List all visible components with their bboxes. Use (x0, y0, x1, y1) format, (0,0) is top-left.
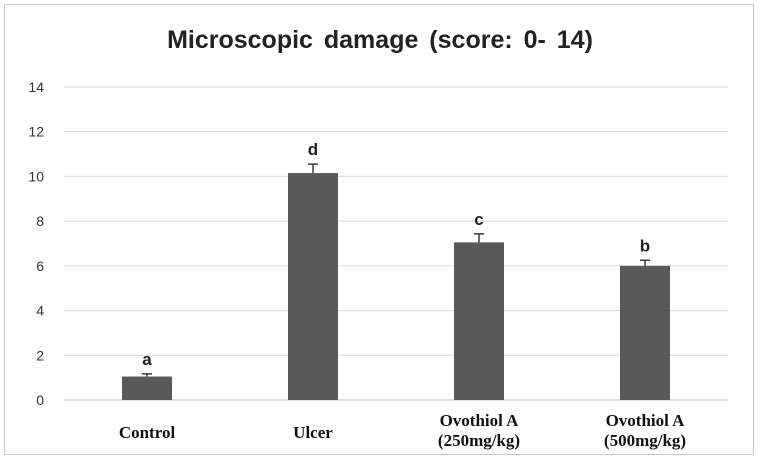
bars (122, 163, 670, 400)
y-tick-label: 14 (28, 79, 44, 95)
y-tick-label: 6 (36, 258, 44, 274)
bar (122, 376, 172, 400)
category-label: Ovothiol A (250mg/kg) (438, 411, 520, 450)
chart-title: Microscopic damage (score: 0- 14) (167, 26, 593, 54)
category-label: Ovothiol A (500mg/kg) (604, 411, 686, 450)
y-axis-ticks: 0 2 4 6 8 10 12 14 (28, 79, 44, 408)
bar (288, 173, 338, 400)
y-tick-label: 0 (36, 392, 44, 408)
y-tick-label: 2 (36, 347, 44, 363)
bar (454, 242, 504, 400)
gridlines (64, 86, 728, 401)
category-label: Ulcer (293, 423, 333, 442)
y-tick-label: 12 (28, 124, 44, 140)
category-label: Control (119, 423, 176, 442)
y-tick-label: 8 (36, 213, 44, 229)
significance-label: a (142, 350, 152, 369)
category-labels: a Control d Ulcer c Ovothiol A (250mg/kg) b Ovot… (119, 140, 686, 450)
significance-label: b (640, 236, 650, 255)
significance-label: c (474, 210, 483, 229)
significance-label: d (308, 140, 318, 159)
y-tick-label: 10 (28, 168, 44, 184)
bar (620, 265, 670, 400)
y-tick-label: 4 (36, 303, 44, 319)
